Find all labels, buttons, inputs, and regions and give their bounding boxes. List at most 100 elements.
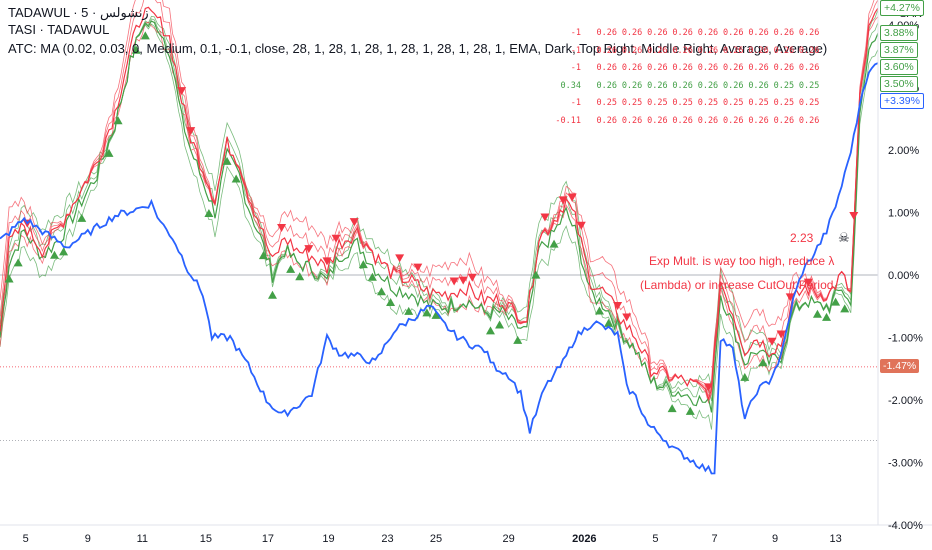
ma-band-green-0 <box>0 23 879 430</box>
ma-band-green-1 <box>0 18 879 402</box>
sell-signal-marker-33 <box>449 277 459 286</box>
x-tick-label: 9 <box>85 533 91 545</box>
signal-table-cell: 0.25 <box>621 98 643 108</box>
signal-table-cell: 0.26 <box>723 28 744 38</box>
signal-table-lead-4: -1 <box>570 98 581 108</box>
signal-table-cell: 0.26 <box>672 80 693 91</box>
price-label-1: 3.88% <box>880 24 918 41</box>
y-tick-label: 1.00% <box>888 208 919 220</box>
ma-band-red-1 <box>0 0 879 398</box>
buy-signal-marker-53 <box>758 358 768 367</box>
sell-signal-marker-30 <box>413 263 423 272</box>
sell-signal-marker-42 <box>558 196 568 205</box>
x-tick-label: 25 <box>430 533 442 545</box>
y-tick-label: 2.00% <box>888 145 919 157</box>
buy-signal-marker-26 <box>376 287 386 296</box>
signal-table-cell: 0.26 <box>621 115 643 126</box>
x-tick-label: 29 <box>503 533 515 545</box>
signal-table-cell: 0.26 <box>748 45 769 56</box>
signal-table-cell: 0.26 <box>647 28 668 38</box>
signal-table-cell: 0.25 <box>773 80 795 91</box>
signal-table-cell: 0.26 <box>773 45 795 56</box>
signal-table-cell: 0.25 <box>773 98 795 108</box>
x-tick-label: 13 <box>829 533 841 545</box>
y-tick-label: -3.00% <box>888 458 923 470</box>
signal-table-cell: 0.26 <box>773 115 795 126</box>
x-tick-label: 15 <box>200 533 212 545</box>
price-label-3: 3.60% <box>880 58 918 75</box>
sell-signal-marker-20 <box>304 245 314 254</box>
sell-signal-marker-35 <box>467 273 477 282</box>
time-axis[interactable]: 5 9 11 15 17 19 23 25 29 2026 5 7 9 13 <box>23 533 842 545</box>
buy-signal-marker-31 <box>422 308 432 317</box>
x-tick-label: 7 <box>711 533 717 545</box>
signal-table-cell: 0.25 <box>748 98 769 108</box>
x-tick-label: 9 <box>772 533 778 545</box>
buy-signal-marker-1 <box>13 258 23 267</box>
signal-table-cell: 0.26 <box>621 28 643 38</box>
buy-signal-marker-41 <box>549 239 559 248</box>
sell-signal-marker-56 <box>785 293 795 302</box>
buy-signal-marker-19 <box>295 272 305 281</box>
sell-signal-marker-44 <box>576 221 586 230</box>
x-tick-label: 23 <box>381 533 393 545</box>
signal-table-lead-5: -0.11 <box>555 115 581 126</box>
buy-signal-marker-49 <box>667 404 677 413</box>
plot-area <box>0 0 879 475</box>
buy-signal-marker-50 <box>685 406 695 415</box>
annotation-value: 2.23 <box>790 231 814 245</box>
buy-signal-marker-3 <box>49 250 59 259</box>
buy-signal-marker-14 <box>231 174 241 183</box>
sell-signal-marker-21 <box>322 257 332 266</box>
buy-signal-marker-16 <box>267 290 277 299</box>
y-tick-label: -1.00% <box>888 333 923 345</box>
signal-table-cell: 0.26 <box>798 28 820 38</box>
signal-table-cell: 0.26 <box>596 80 617 91</box>
signal-table-lead-3: 0.34 <box>560 80 581 91</box>
price-label-6: -1.47% <box>880 358 920 373</box>
buy-signal-marker-18 <box>286 264 296 273</box>
sell-signal-marker-43 <box>567 193 577 202</box>
indicator-settings[interactable]: ATC: MA (0.02, 0.03, 0, Medium, 0.1, -0.… <box>8 41 828 56</box>
signal-table-cell: 0.26 <box>647 115 668 126</box>
sell-signal-marker-40 <box>540 213 550 222</box>
signal-table-cell: 0.26 <box>672 45 693 56</box>
buy-signal-marker-45 <box>594 306 604 315</box>
signal-table-cell: 0.26 <box>723 45 744 56</box>
buy-signal-marker-52 <box>740 372 750 381</box>
buy-signal-marker-61 <box>840 304 850 313</box>
buy-signal-marker-25 <box>367 272 377 281</box>
signal-table-cell: 0.26 <box>621 45 643 56</box>
signal-table-cell: 0.26 <box>697 45 719 56</box>
signal-table-cell: 0.26 <box>697 28 719 38</box>
x-tick-label: 5 <box>23 533 29 545</box>
signal-table-cell: 0.26 <box>647 45 668 56</box>
x-tick-label: 11 <box>137 533 148 545</box>
signal-table-cell: 0.26 <box>773 28 795 38</box>
buy-signal-marker-8 <box>131 45 141 54</box>
signal-table-cell: 0.26 <box>596 45 617 56</box>
y-tick-label: -2.00% <box>888 395 923 407</box>
y-tick-label: 0.00% <box>888 270 919 282</box>
sell-signal-marker-22 <box>331 234 341 243</box>
x-tick-label: 5 <box>652 533 658 545</box>
buy-signal-marker-5 <box>77 213 87 222</box>
signal-table-cell: 0.26 <box>773 63 795 73</box>
signal-table-cell: 0.25 <box>798 98 820 108</box>
signal-table-cell: 0.26 <box>798 45 820 56</box>
series-line-blue <box>0 62 879 475</box>
sell-signal-marker-57 <box>803 278 813 287</box>
price-label-4: 3.50% <box>880 75 918 92</box>
skull-icon: ☠ <box>838 230 850 245</box>
buy-signal-marker-27 <box>386 298 396 307</box>
buy-signal-marker-15 <box>258 251 268 260</box>
signal-table-cell: 0.26 <box>672 63 693 73</box>
buy-signal-marker-58 <box>812 309 822 318</box>
symbol-title: TADAWUL · 5 · زنشولس <box>8 5 149 20</box>
signal-table-cell: 0.25 <box>697 98 719 108</box>
buy-signal-marker-4 <box>59 247 69 256</box>
signal-table-cell: 0.26 <box>697 63 719 73</box>
signal-table-cell: 0.26 <box>596 63 617 73</box>
buy-signal-marker-6 <box>104 148 114 157</box>
